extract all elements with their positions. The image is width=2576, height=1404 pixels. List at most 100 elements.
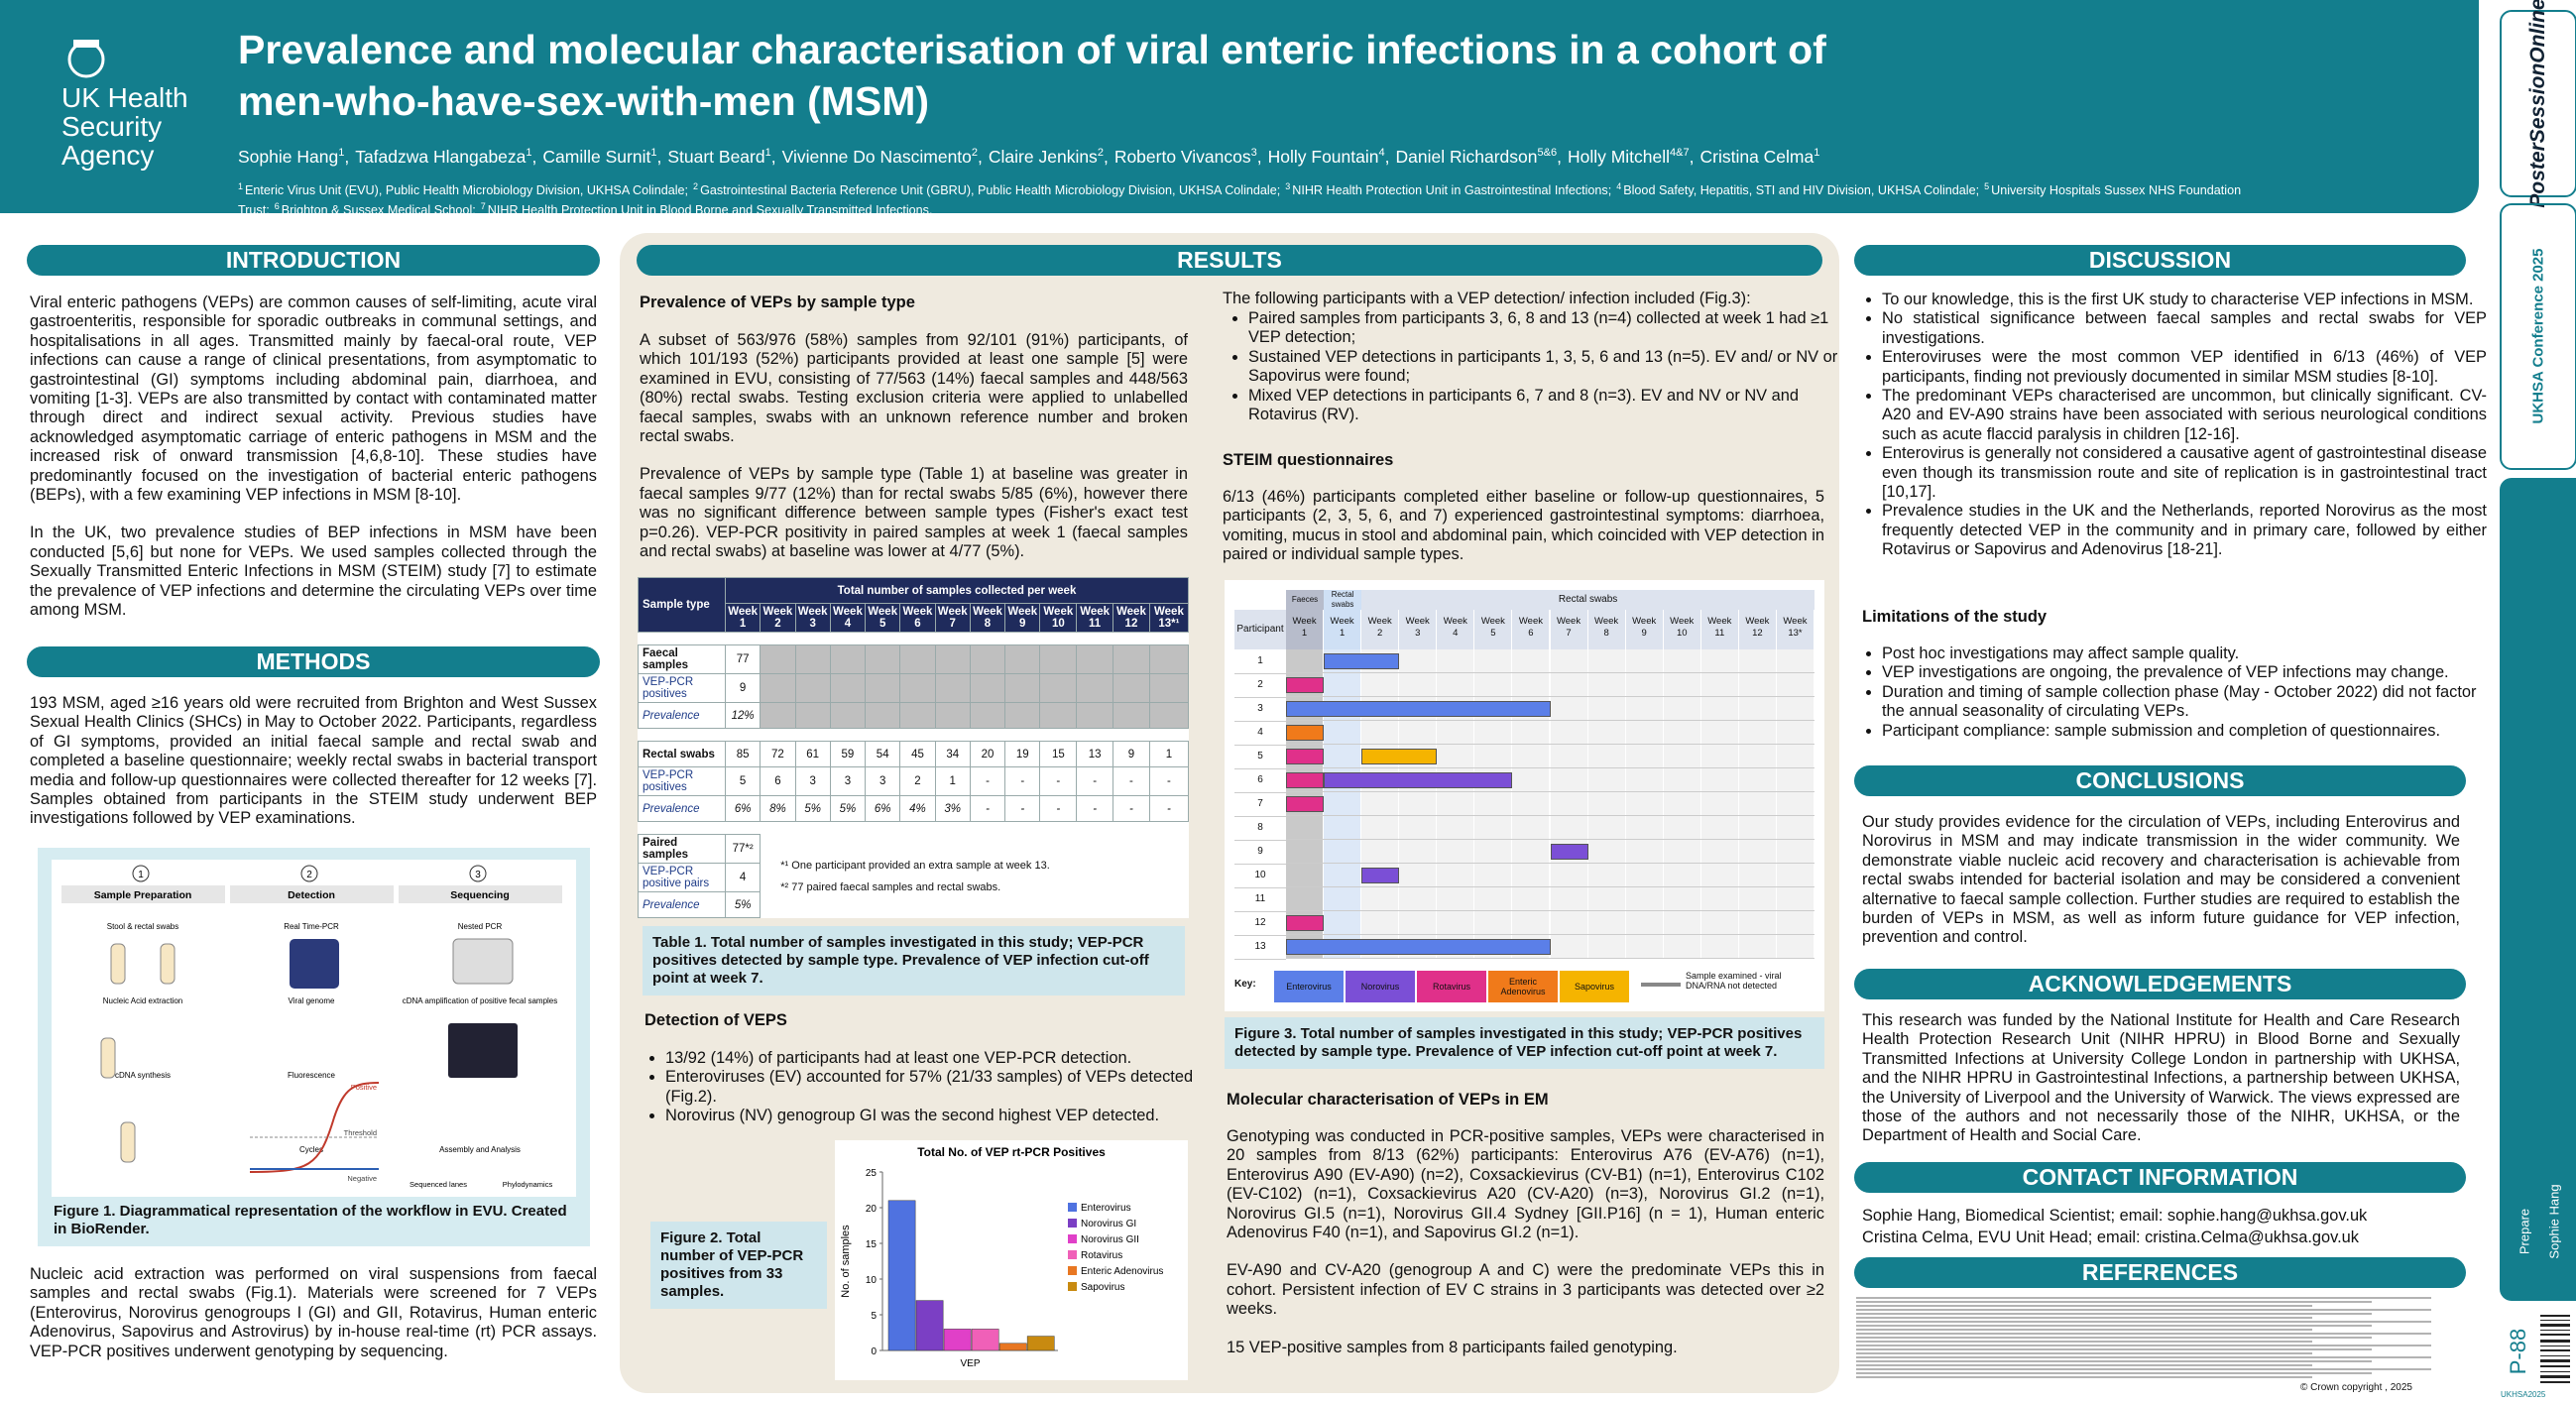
empty-cell	[1148, 644, 1190, 674]
affiliation-number: 1	[238, 181, 244, 191]
legend-swatch	[1068, 1266, 1077, 1275]
column-header: Week 13*	[1776, 610, 1814, 649]
author-affiliation: 1	[764, 147, 771, 160]
legend-swatch	[1068, 1203, 1077, 1212]
cell: -	[969, 766, 1006, 796]
column-header: Week 4	[1437, 610, 1474, 649]
author-affiliation: 1	[650, 147, 657, 160]
step-header	[230, 885, 394, 903]
cell: 2	[899, 766, 936, 796]
poster-number: P-88	[2506, 1328, 2530, 1375]
participant-label: 13	[1234, 935, 1286, 960]
separator: ,	[531, 147, 537, 167]
step-label: Nucleic Acid extraction	[103, 996, 182, 1005]
figure-3: Participant Faeces Rectal swabs Rectal swab…	[1225, 580, 1824, 1011]
y-tick-label: 10	[866, 1275, 878, 1286]
empty-cell	[865, 644, 901, 674]
session-box: Prepare Sophie Hang	[2500, 478, 2576, 1301]
cell: 3%	[934, 795, 971, 822]
cell: 9	[724, 673, 761, 703]
prepare: Prepare	[2517, 1208, 2532, 1255]
logo-line: Agency	[61, 140, 155, 171]
table-row: Prevalence 12%	[638, 702, 1190, 729]
paragraph: EV-A90 and CV-A20 (genogroup A and C) we…	[1227, 1261, 1824, 1319]
paragraph: 6/13 (46%) participants completed either…	[1223, 488, 1824, 564]
table-row: Prevalence 6% 8% 5% 5% 6% 4% 3% - - - - - -	[638, 795, 1190, 822]
author-affiliation: 2	[1097, 147, 1104, 160]
author-name: Claire Jenkins	[988, 147, 1098, 167]
figure-1: 1 Sample Preparation Stool & rectal swabs N…	[38, 848, 590, 1246]
cell: 3	[865, 766, 901, 796]
step-label: Real Time-PCR	[284, 922, 339, 931]
participant-label: 9	[1234, 840, 1286, 865]
affiliation-number: 6	[274, 201, 280, 212]
author-name: Vivienne Do Nascimento	[781, 147, 972, 167]
affiliation: Blood Safety, Hepatitis, STI and HIV Div…	[1623, 183, 1980, 198]
separator: ,	[1103, 147, 1109, 167]
workflow-diagram: 1 Sample Preparation Stool & rectal swabs N…	[52, 860, 576, 1197]
legend-line	[1641, 983, 1681, 987]
cell: 13	[1076, 741, 1113, 767]
logo-line: UK Health	[61, 82, 188, 113]
sequencer	[452, 938, 514, 985]
paragraph: This research was funded by the National…	[1862, 1011, 2460, 1145]
table-row: Paired samples 77*² *¹ One participant pro…	[638, 834, 1189, 893]
cell: -	[1112, 766, 1150, 796]
affiliations: 1 Enteric Virus Unit (EVU), Public Health…	[238, 178, 2330, 218]
step-circle	[469, 865, 487, 882]
cell: 1	[1148, 741, 1190, 767]
column-band	[1625, 649, 1663, 959]
spacer-row	[639, 633, 1189, 645]
code: UKHSA2025	[2501, 1390, 2546, 1399]
legend-item: Sapovirus	[1560, 971, 1629, 1002]
bar	[887, 1200, 916, 1351]
step-label: Assembly and Analysis	[439, 1145, 521, 1154]
step-label: Stool & rectal swabs	[107, 922, 178, 931]
sequencing-label: Sequenced lanes	[410, 1180, 467, 1189]
legend-label: Sapovirus	[1081, 1282, 1124, 1293]
separator: ,	[978, 147, 983, 167]
author-affiliation: 3	[1250, 147, 1257, 160]
y-tick-label: 25	[866, 1168, 878, 1179]
introduction: Viral enteric pathogens (VEPs) are commo…	[30, 293, 597, 640]
separator: ,	[344, 147, 350, 167]
contact: Sophie Hang, Biomedical Scientist; email…	[1862, 1205, 2460, 1248]
cell: -	[1076, 766, 1113, 796]
paragraph: In the UK, two prevalence studies of BEP…	[30, 524, 597, 620]
row-line	[1286, 863, 1815, 864]
author-name: Stuart Beard	[667, 147, 765, 167]
legend-label: Enterovirus	[1081, 1203, 1131, 1214]
column-header: Week 1	[1324, 610, 1361, 649]
chart-title: Total No. of VEP rt-PCR Positives	[917, 1145, 1106, 1159]
paragraph: Our study provides evidence for the circ…	[1862, 813, 2460, 947]
x-axis-label: VEP	[960, 1358, 980, 1369]
legend-label: Norovirus GII	[1081, 1234, 1139, 1245]
paragraph: Prevalence of VEPs by sample type (Table…	[640, 465, 1188, 561]
author-affiliation: 1	[1814, 147, 1820, 160]
row-line	[1286, 744, 1815, 745]
header-cell: Rectal swabs	[1324, 590, 1362, 610]
contact-line: Cristina Celma, EVU Unit Head; email: cr…	[1862, 1228, 2359, 1246]
column-header: Week 7	[1550, 610, 1587, 649]
detection-bar	[1361, 749, 1438, 764]
week-header: Week 6	[899, 603, 936, 633]
legend-item: Enteric Adenovirus	[1488, 971, 1558, 1002]
detection-bar	[1286, 701, 1551, 717]
row-label: Paired samples	[638, 834, 726, 864]
detection-bar	[1286, 749, 1325, 764]
participant-label: 10	[1234, 864, 1286, 888]
cell: 8%	[760, 795, 796, 822]
table-row: Prevalence 5%	[638, 891, 1189, 918]
cell: 3	[829, 766, 867, 796]
cell: -	[1076, 795, 1113, 822]
participant-label: 12	[1234, 911, 1286, 936]
column-header: Sample type	[638, 577, 726, 633]
y-tick-label: 20	[866, 1204, 878, 1215]
sequencing-label: Phylodynamics	[503, 1180, 553, 1189]
affiliation: Enteric Virus Unit (EVU), Public Health …	[245, 183, 689, 198]
pcr-machine	[290, 939, 339, 989]
step-circle	[300, 865, 318, 882]
row-line	[1286, 886, 1815, 887]
row-line	[1286, 696, 1815, 697]
paragraph: Viral enteric pathogens (VEPs) are commo…	[30, 293, 597, 505]
